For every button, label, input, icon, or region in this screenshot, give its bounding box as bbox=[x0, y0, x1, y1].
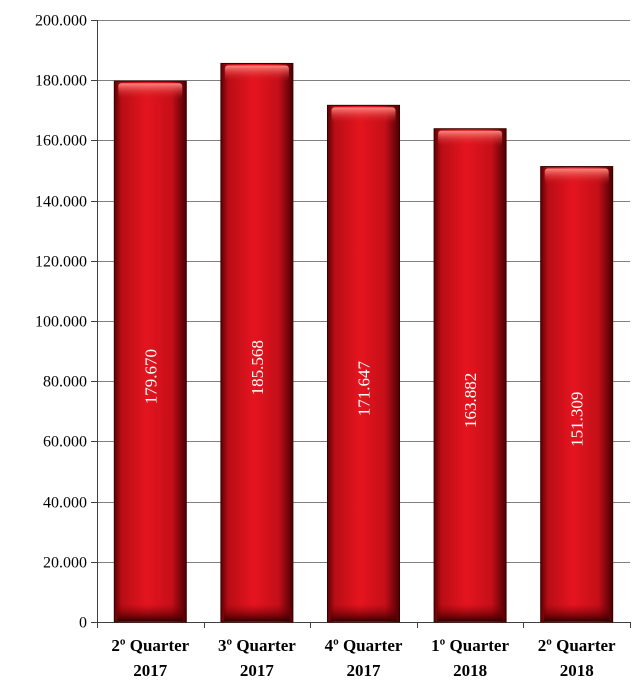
bar-bottom-bevel bbox=[330, 604, 397, 621]
x-tick-label: 4º Quarter bbox=[325, 636, 403, 655]
y-tick-label: 40.000 bbox=[43, 495, 87, 512]
y-tick-label: 80.000 bbox=[43, 374, 87, 391]
bar-bottom-bevel bbox=[437, 604, 504, 621]
bar-body bbox=[433, 128, 507, 623]
x-tick-label: 1º Quarter bbox=[431, 636, 509, 655]
data-label: 163.882 bbox=[461, 373, 480, 428]
bar-body bbox=[327, 104, 400, 623]
bar-top-bevel bbox=[544, 168, 609, 185]
bar-body bbox=[220, 62, 294, 623]
y-tick-label: 180.000 bbox=[35, 73, 87, 90]
x-tick-label: 2º Quarter bbox=[538, 636, 616, 655]
bar-body bbox=[113, 80, 187, 623]
y-tick-label: 0 bbox=[79, 615, 87, 632]
bar-top-bevel bbox=[224, 65, 289, 82]
bar-top-bevel bbox=[118, 83, 183, 100]
x-tick-label: 2018 bbox=[560, 661, 594, 680]
x-tick-label: 3º Quarter bbox=[218, 636, 296, 655]
bar-top-bevel bbox=[438, 130, 503, 147]
data-label: 179.670 bbox=[141, 349, 160, 404]
x-tick-label: 2017 bbox=[240, 661, 275, 680]
bar bbox=[220, 62, 294, 623]
y-tick-label: 120.000 bbox=[35, 254, 87, 271]
x-tick-label: 2018 bbox=[453, 661, 487, 680]
y-tick-label: 140.000 bbox=[35, 194, 87, 211]
labels: 0 20.000 40.000 60.000 80.000 100.000 120.000 1… bbox=[35, 13, 616, 681]
x-tick-label: 2017 bbox=[347, 661, 382, 680]
bar-top-bevel bbox=[331, 107, 396, 124]
data-label: 151.309 bbox=[568, 392, 587, 447]
bar-bottom-bevel bbox=[223, 604, 290, 621]
y-tick-label: 160.000 bbox=[35, 133, 87, 150]
bar-bottom-bevel bbox=[543, 604, 610, 621]
y-tick-label: 200.000 bbox=[35, 13, 87, 30]
y-tick-label: 60.000 bbox=[43, 434, 87, 451]
y-tick-label: 20.000 bbox=[43, 555, 87, 572]
bar-bottom-bevel bbox=[117, 604, 184, 621]
bar-body bbox=[540, 166, 614, 623]
x-tick-label: 2017 bbox=[133, 661, 168, 680]
data-label: 171.647 bbox=[355, 361, 374, 417]
bar bbox=[327, 104, 400, 623]
bar bbox=[433, 128, 507, 623]
data-label: 185.568 bbox=[248, 340, 267, 395]
bar bbox=[113, 80, 187, 623]
x-tick-label: 2º Quarter bbox=[111, 636, 189, 655]
bars bbox=[113, 62, 614, 623]
y-tick-label: 100.000 bbox=[35, 314, 87, 331]
bar bbox=[540, 166, 614, 623]
